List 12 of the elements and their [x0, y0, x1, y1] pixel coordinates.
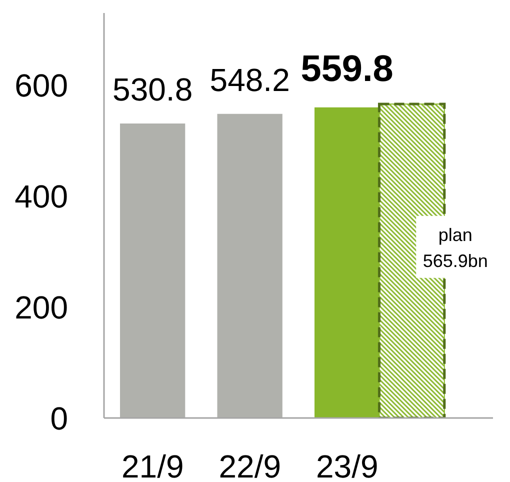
- x-tick-label: 23/9: [316, 448, 378, 482]
- data-label: 548.2: [210, 62, 290, 98]
- x-tick-label: 22/9: [218, 448, 282, 482]
- y-tick-label: 600: [14, 67, 68, 104]
- data-label: 530.8: [112, 71, 193, 108]
- y-tick-label: 0: [50, 400, 68, 436]
- y-tick-label: 200: [14, 289, 68, 326]
- data-label: 565.9bn: [422, 250, 488, 271]
- series-label: plan: [438, 224, 472, 245]
- data-label: 559.8: [300, 48, 394, 89]
- x-tick-label: 21/9: [121, 448, 184, 482]
- y-tick-label: 400: [14, 178, 68, 214]
